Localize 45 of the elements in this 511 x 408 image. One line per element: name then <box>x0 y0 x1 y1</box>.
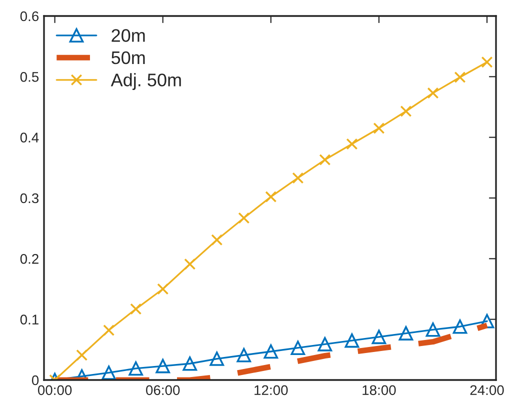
point <box>182 356 198 371</box>
y-tick-label: 0.5 <box>20 72 39 82</box>
point <box>426 322 440 337</box>
point <box>398 326 414 340</box>
point <box>318 337 332 352</box>
point <box>452 319 468 334</box>
y-tick-label: 0 <box>32 375 39 386</box>
point <box>264 344 278 359</box>
point <box>344 333 360 348</box>
point <box>238 212 250 224</box>
legend-label: 20m <box>112 29 145 42</box>
legend-label: 50m <box>112 51 145 64</box>
point <box>103 324 115 336</box>
point <box>211 234 223 246</box>
y-tick-label: 0.3 <box>20 193 39 204</box>
point <box>184 258 196 270</box>
y-tick-label: 0.1 <box>20 314 38 325</box>
y-tick-label: 0.6 <box>20 11 39 22</box>
point <box>210 352 224 366</box>
point <box>481 56 493 68</box>
legend-label: Adj. 50m <box>110 73 181 90</box>
point <box>128 361 143 376</box>
x-tick-label: 12:00 <box>254 385 288 396</box>
point <box>236 348 252 362</box>
point <box>400 105 412 118</box>
point <box>373 122 385 134</box>
point <box>76 349 88 361</box>
y-tick-label: 0.2 <box>20 254 38 264</box>
point <box>346 138 358 150</box>
point <box>427 87 439 99</box>
y-tick-label: 0.4 <box>20 132 39 143</box>
point <box>290 340 306 355</box>
x-tick-label: 00:00 <box>38 385 72 396</box>
point <box>102 366 116 380</box>
point <box>454 72 466 84</box>
point <box>130 303 142 315</box>
x-tick-label: 18:00 <box>362 385 396 396</box>
point <box>156 358 170 374</box>
point <box>292 172 304 184</box>
point <box>319 154 331 166</box>
x-tick-label: 24:00 <box>470 385 504 396</box>
point <box>372 330 386 344</box>
point <box>265 191 277 203</box>
point <box>157 283 169 295</box>
x-tick-label: 06:00 <box>146 385 180 396</box>
